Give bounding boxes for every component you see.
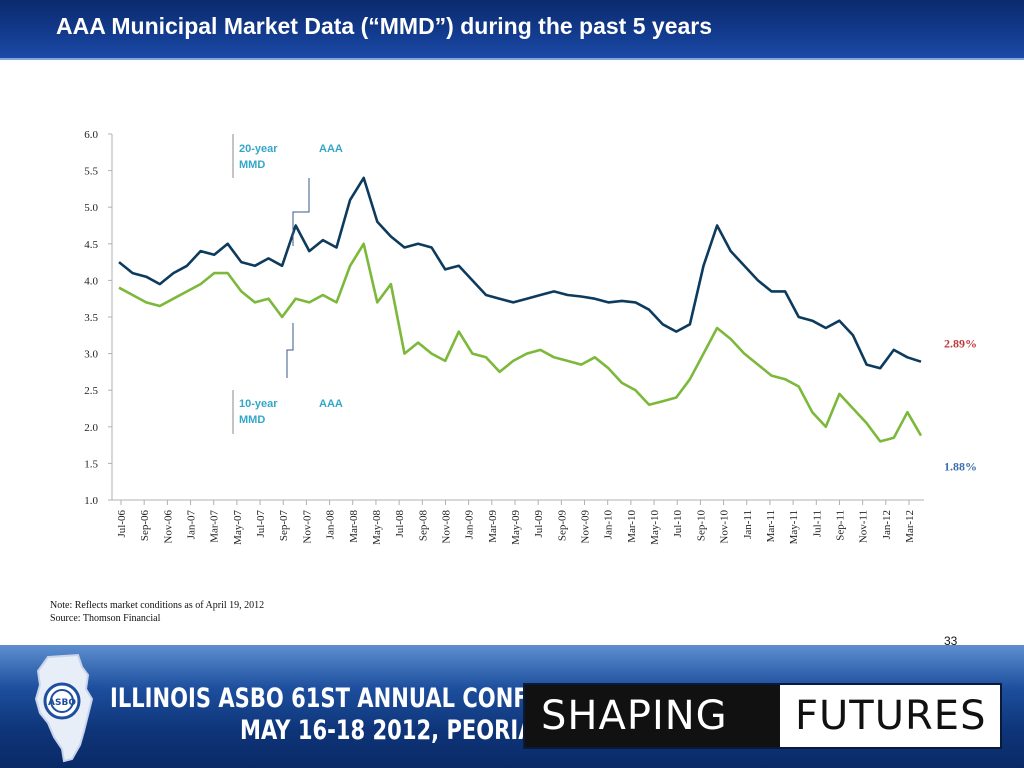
x-tick-label: May-10 [649, 510, 661, 545]
conference-dates: MAY 16-18 2012, PEORIA, IL [240, 715, 572, 746]
rates-line-chart: 6.0 5.5 5.0 4.5 4.0 3.5 3.0 2.5 2.0 1.5 1.0 Jul-06 S… [84, 129, 977, 545]
x-tick-label: Mar-08 [348, 510, 360, 543]
series-layer: 2.89% 1.88% [118, 176, 977, 474]
y-tick-label: 5.5 [84, 166, 98, 178]
y-tick-label: 1.5 [84, 458, 98, 470]
y-tick-label: 3.5 [84, 312, 98, 324]
callout-leader-20yr [292, 178, 310, 246]
conference-footer: ASBO ILLINOIS ASBO 61ST ANNUAL CONFERENC… [0, 645, 1024, 768]
x-tick-label: Sep-09 [556, 510, 568, 542]
x-tick-label: Mar-07 [209, 510, 221, 543]
shaping-word: SHAPING [541, 693, 728, 739]
x-tick-label: Mar-11 [765, 510, 777, 542]
futures-word: FUTURES [795, 693, 987, 739]
x-tick-label: Sep-07 [278, 510, 290, 542]
x-tick-label: Nov-10 [719, 510, 731, 544]
page-title: AAA Municipal Market Data (“MMD”) during… [56, 13, 713, 39]
callout-label-line1: 10-year [239, 398, 278, 410]
axis-layer: 6.0 5.5 5.0 4.5 4.0 3.5 3.0 2.5 2.0 1.5 1.0 Jul-06 S… [84, 129, 924, 545]
series-end-label: 1.88% [944, 460, 977, 474]
x-tick-label: Nov-08 [440, 510, 452, 544]
chart-note: Note: Reflects market conditions as of A… [50, 600, 265, 611]
page-number: 33 [944, 634, 958, 648]
x-tick-label: Mar-12 [904, 510, 916, 543]
title-bar: AAA Municipal Market Data (“MMD”) during… [0, 0, 1024, 60]
x-tick-label: Mar-09 [487, 510, 499, 543]
x-tick-label: Jan-12 [881, 510, 893, 539]
x-tick-label: Jul-11 [811, 510, 823, 537]
x-tick-label: Jan-07 [186, 510, 198, 540]
callout-label-aaa: AAA [319, 143, 343, 155]
y-tick-label: 1.0 [84, 495, 98, 507]
y-tick-label: 2.0 [84, 422, 98, 434]
x-tick-label: May-08 [371, 510, 383, 545]
y-tick-label: 5.0 [84, 202, 98, 214]
x-tick-label: May-11 [788, 510, 800, 544]
x-tick-label: Jan-09 [464, 510, 476, 540]
x-tick-label: Jul-08 [394, 510, 406, 538]
y-tick-label: 3.0 [84, 349, 98, 361]
y-tick-label: 4.5 [84, 239, 98, 251]
x-tick-label: Jul-07 [255, 510, 267, 538]
y-tick-label: 2.5 [84, 385, 98, 397]
x-tick-label: Nov-09 [580, 510, 592, 544]
x-tick-label: Nov-07 [301, 510, 313, 544]
callout-label-line1: 20-year [239, 143, 278, 155]
chart-source: Source: Thomson Financial [50, 613, 161, 624]
y-tick-label: 6.0 [84, 129, 98, 141]
callout-layer: 20-year AAA MMD 10-year AAA MMD [232, 134, 343, 434]
x-tick-label: Sep-06 [139, 510, 151, 542]
x-tick-label: Jul-10 [672, 510, 684, 538]
x-tick-label: Mar-10 [626, 510, 638, 543]
series-end-label: 2.89% [944, 337, 977, 351]
x-tick-label: Sep-10 [695, 510, 707, 542]
series-line-20yr [118, 176, 922, 370]
x-tick-label: May-07 [232, 510, 244, 545]
x-tick-label: Sep-11 [834, 510, 846, 541]
shaping-futures-logo: SHAPING FUTURES [523, 683, 1002, 749]
x-tick-label: Jan-08 [325, 510, 337, 540]
shaping-dark-panel [525, 685, 780, 747]
callout-label-line2: MMD [239, 159, 265, 171]
x-tick-label: May-09 [510, 510, 522, 545]
x-tick-label: Jan-11 [742, 510, 754, 539]
series-line-10yr [118, 242, 923, 443]
callout-label-line2: MMD [239, 414, 265, 426]
illinois-asbo-logo-icon: ASBO [34, 653, 94, 763]
x-tick-label: Jul-06 [116, 510, 128, 538]
svg-text:ASBO: ASBO [48, 698, 76, 708]
x-tick-label: Jul-09 [533, 510, 545, 538]
callout-label-aaa: AAA [319, 398, 343, 410]
x-tick-label: Nov-06 [162, 510, 174, 544]
y-tick-label: 4.0 [84, 275, 98, 287]
x-tick-label: Sep-08 [417, 510, 429, 542]
callout-leader-10yr [286, 323, 294, 378]
x-tick-label: Jan-10 [603, 510, 615, 540]
x-tick-label: Nov-11 [858, 510, 870, 543]
